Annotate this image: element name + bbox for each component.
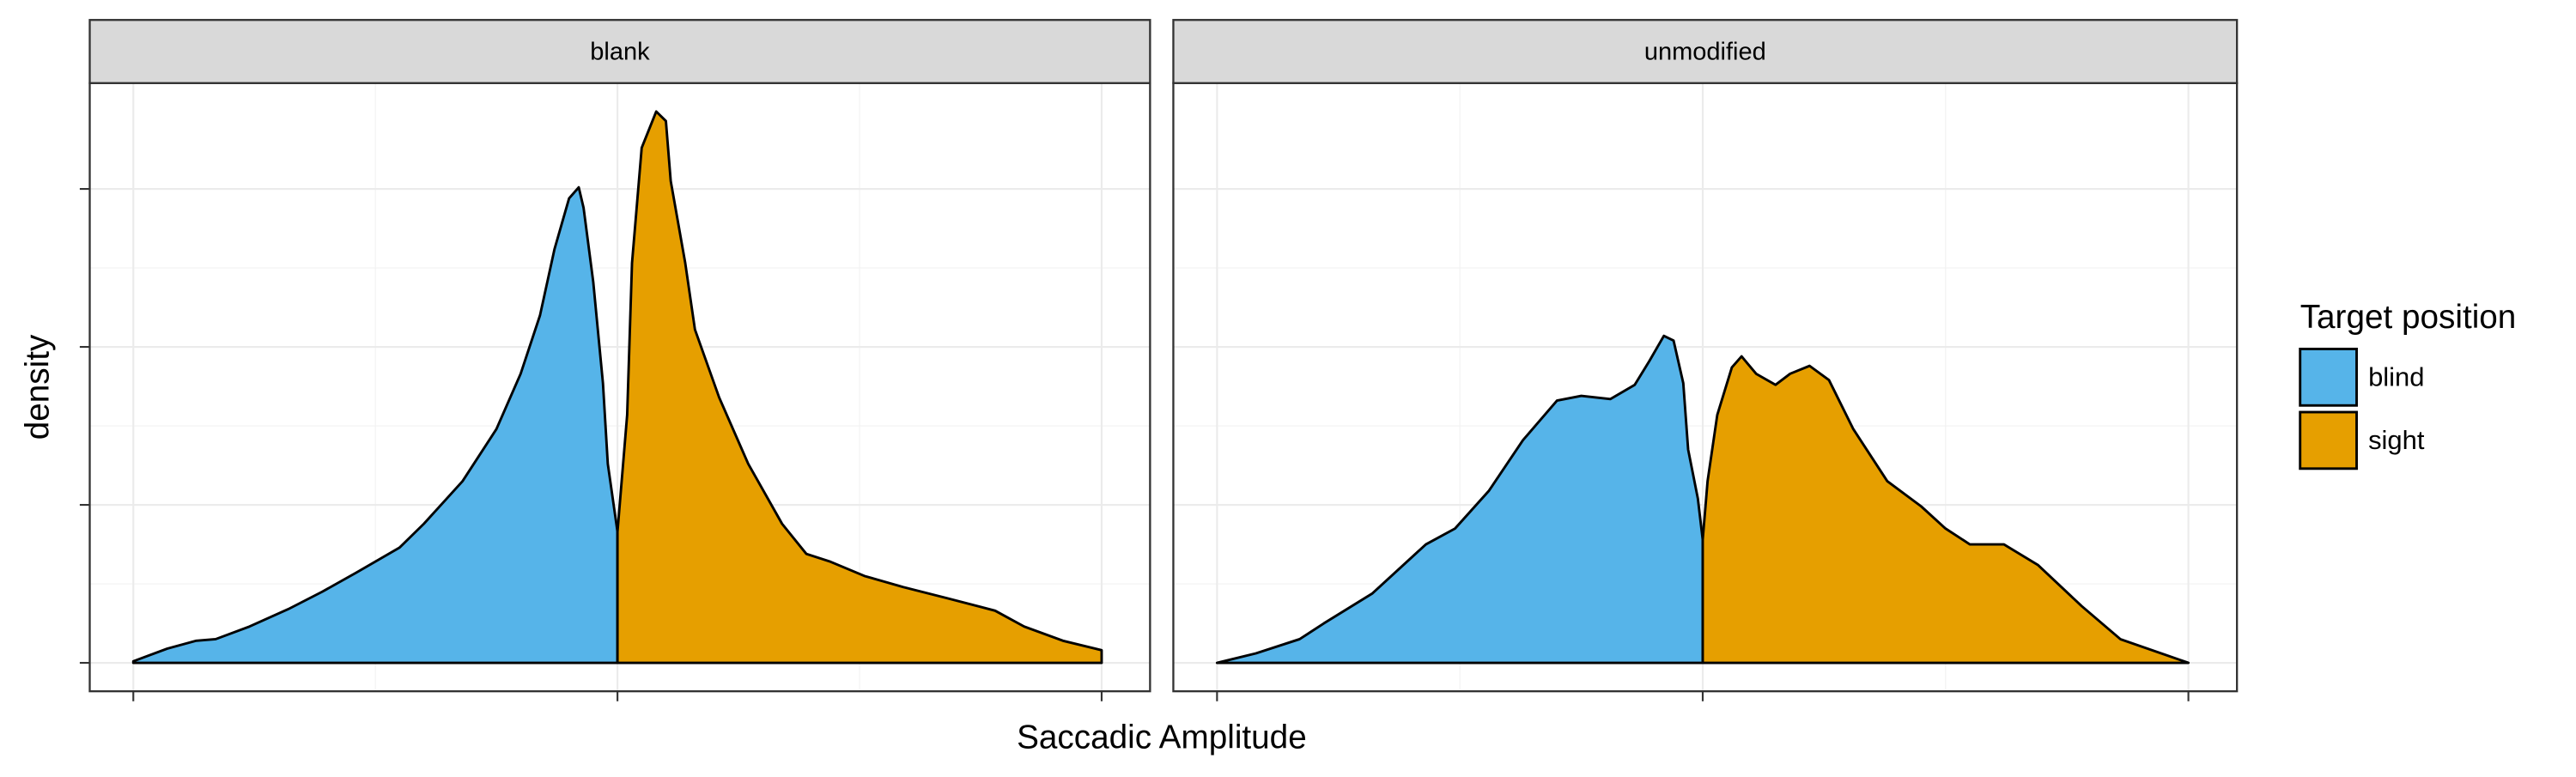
legend-title: Target position bbox=[2300, 299, 2517, 336]
density-area bbox=[1701, 355, 2190, 665]
strip-label: unmodified bbox=[1644, 39, 1766, 66]
density-area bbox=[616, 110, 1103, 665]
strip-label: blank bbox=[590, 39, 650, 66]
legend-label: sight bbox=[2368, 425, 2425, 455]
legend-label: blind bbox=[2368, 361, 2424, 392]
strip-background bbox=[88, 19, 1151, 84]
legend-key bbox=[2299, 348, 2358, 407]
density-area bbox=[1215, 334, 1704, 665]
strip-background bbox=[1172, 19, 2239, 84]
density-area bbox=[131, 185, 619, 665]
x-axis-title: Saccadic Amplitude bbox=[1017, 719, 1307, 756]
legend-key bbox=[2299, 410, 2358, 470]
y-axis-title: density bbox=[20, 334, 57, 440]
